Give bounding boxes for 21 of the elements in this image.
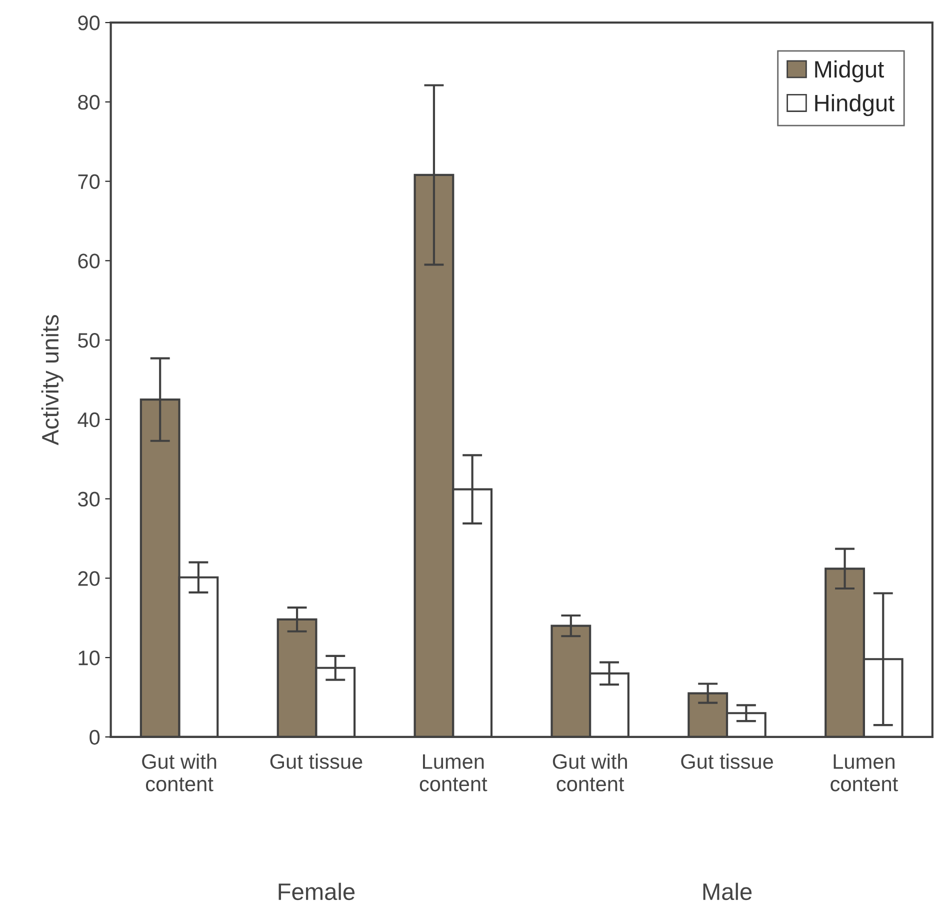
x-tick-label: Lumen content bbox=[830, 754, 898, 792]
legend-label: Midgut bbox=[815, 60, 884, 82]
y-axis-title: Activity units bbox=[41, 314, 64, 446]
legend-label: Hindgut bbox=[815, 94, 894, 116]
text: Male bbox=[703, 882, 752, 900]
x-tick-label: Gut tissue bbox=[270, 754, 362, 769]
text: Female bbox=[278, 882, 355, 900]
y-tick-label: 10 bbox=[78, 650, 100, 666]
y-tick-label: 50 bbox=[78, 333, 100, 348]
y-tick-label: 30 bbox=[78, 492, 100, 507]
y-tick-label: 70 bbox=[78, 174, 100, 190]
x-tick-label: Gut with content bbox=[552, 754, 627, 792]
y-tick-label: 90 bbox=[78, 16, 100, 30]
y-tick-label: 0 bbox=[90, 730, 100, 745]
x-tick-label: Gut with content bbox=[142, 754, 216, 792]
x-tick-label: Lumen content bbox=[420, 754, 488, 792]
y-tick-label: 80 bbox=[78, 94, 100, 110]
y-tick-label: 60 bbox=[78, 254, 100, 268]
y-tick-label: 20 bbox=[78, 571, 100, 586]
x-tick-label: Gut tissue bbox=[681, 754, 773, 769]
y-tick-label: 40 bbox=[78, 412, 100, 428]
